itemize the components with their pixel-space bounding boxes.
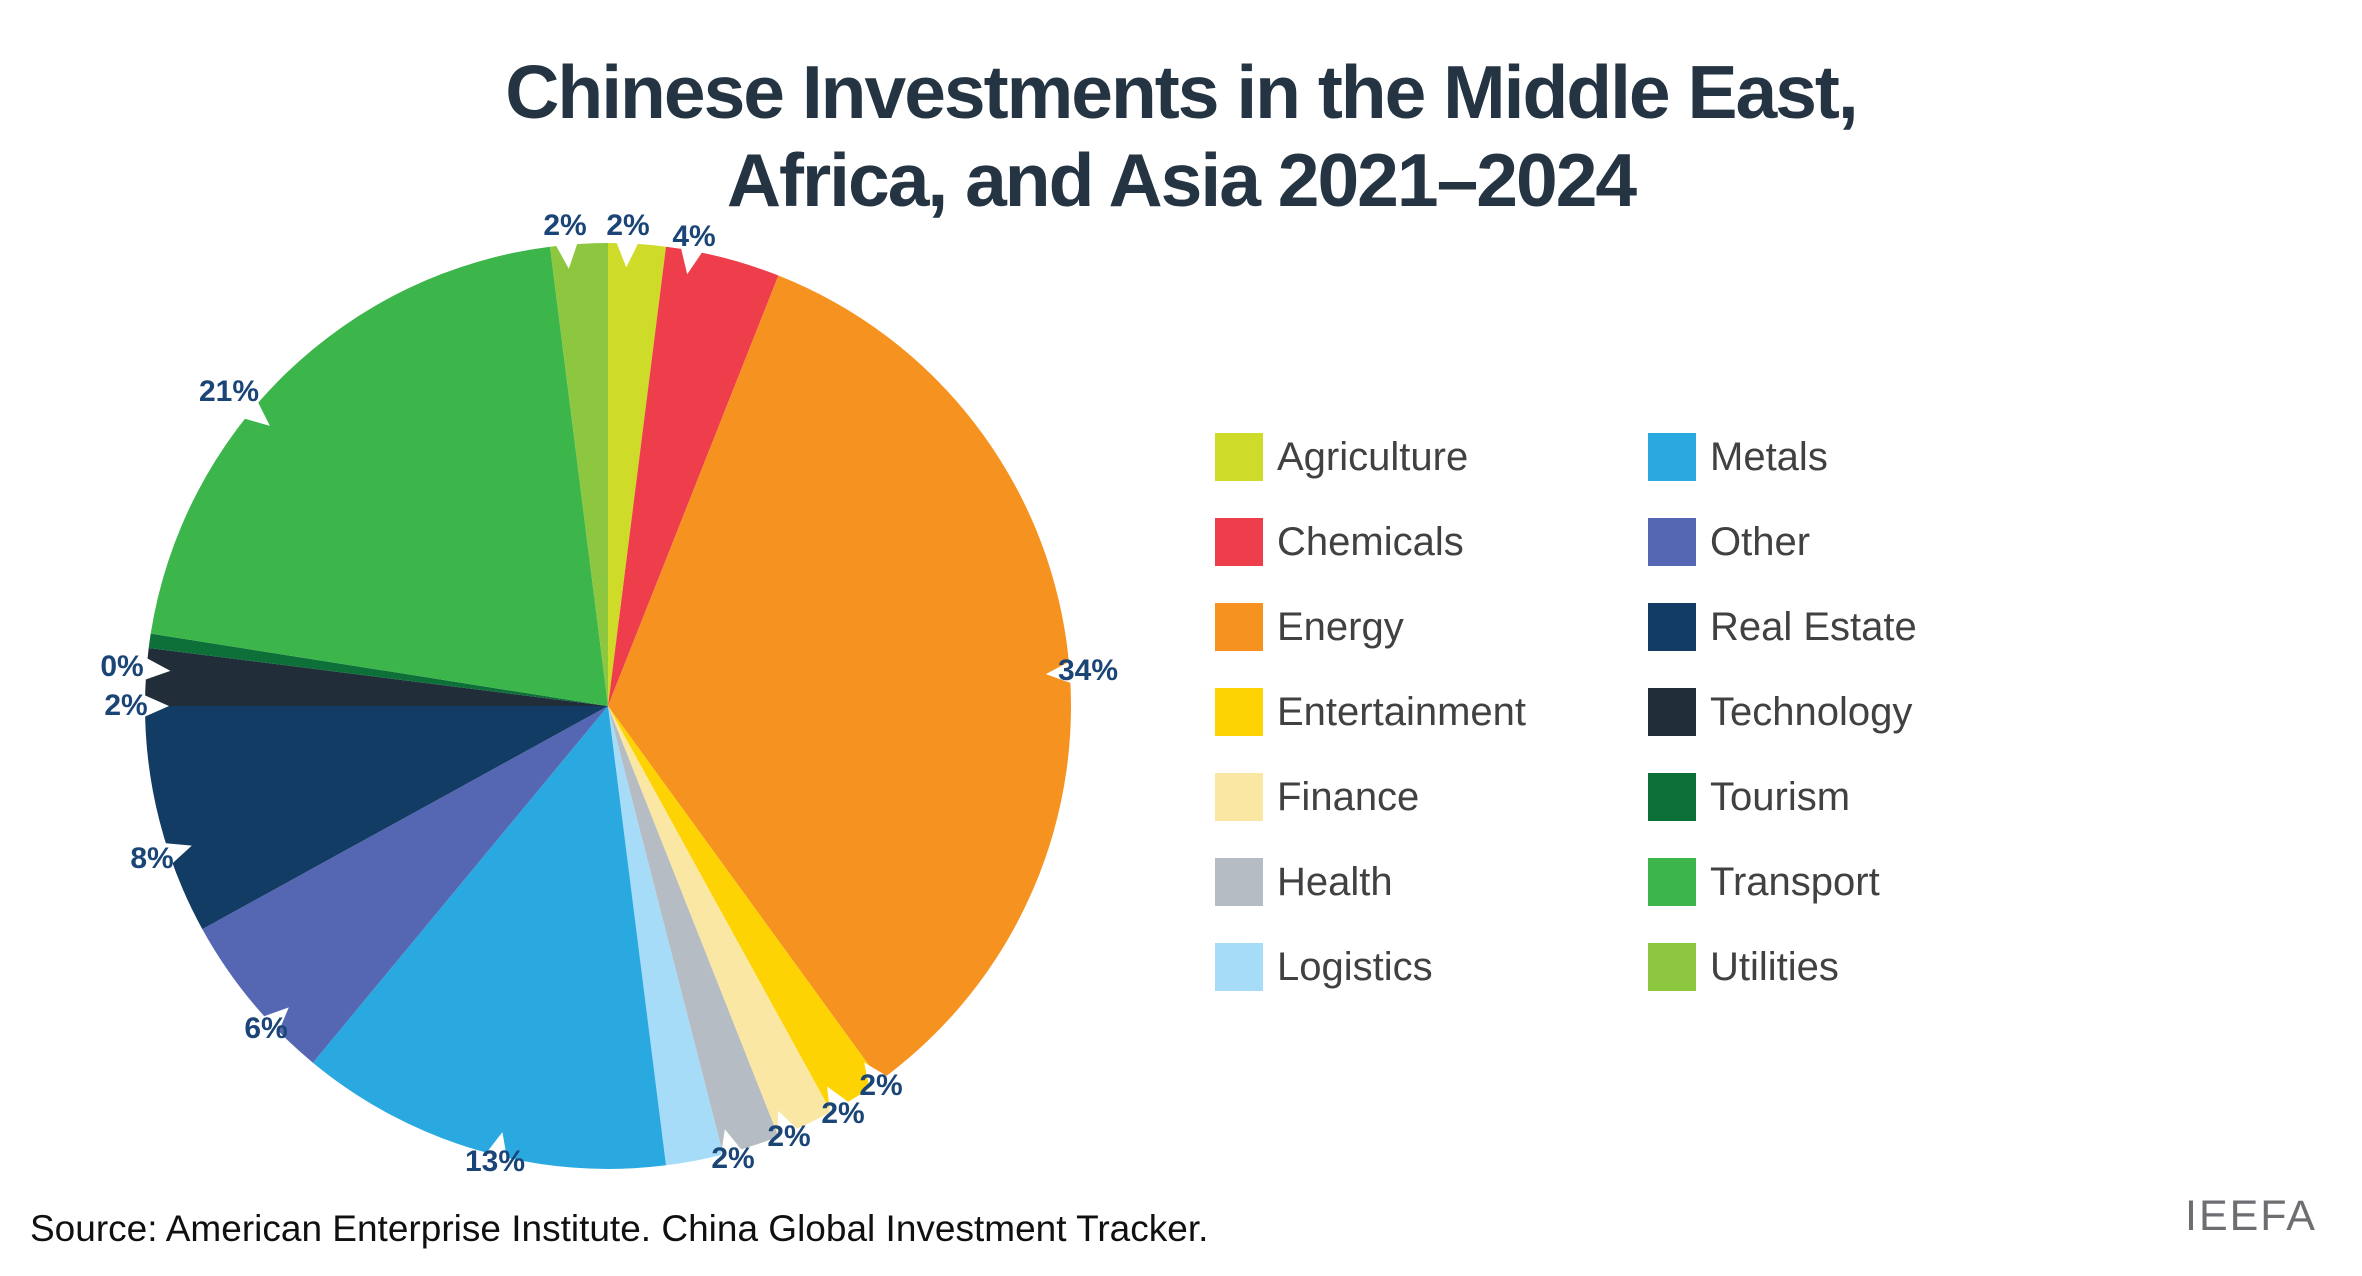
legend-swatch-tourism bbox=[1648, 773, 1696, 821]
legend-label-tourism: Tourism bbox=[1710, 774, 1851, 819]
legend-swatch-agriculture bbox=[1215, 433, 1263, 481]
legend-item-technology: Technology bbox=[1648, 688, 1917, 736]
label-notch-energy bbox=[1045, 656, 1081, 687]
label-notch-real-estate bbox=[154, 842, 192, 871]
pie-slice-utilities bbox=[550, 243, 608, 706]
slice-label-logistics: 2% bbox=[711, 1142, 755, 1175]
pie-slice-energy bbox=[608, 275, 1071, 1081]
legend-item-agriculture: Agriculture bbox=[1215, 433, 1526, 481]
legend-item-tourism: Tourism bbox=[1648, 773, 1917, 821]
legend-swatch-real-estate bbox=[1648, 603, 1696, 651]
label-notch-entertainment bbox=[864, 1062, 897, 1099]
slice-label-real-estate: 8% bbox=[130, 842, 174, 875]
label-notch-logistics bbox=[719, 1129, 749, 1166]
label-notch-agriculture bbox=[612, 232, 643, 268]
legend-label-transport: Transport bbox=[1710, 859, 1880, 904]
legend-item-utilities: Utilities bbox=[1648, 943, 1917, 991]
legend-column-right: Metals Other Real Estate Technology Tourism T… bbox=[1648, 433, 1917, 1028]
slice-label-finance: 2% bbox=[821, 1097, 865, 1130]
slice-label-technology: 2% bbox=[104, 689, 148, 722]
chart-title: Chinese Investments in the Middle East, … bbox=[0, 48, 2362, 224]
legend-item-finance: Finance bbox=[1215, 773, 1526, 821]
label-notch-technology bbox=[135, 691, 169, 721]
slice-label-entertainment: 2% bbox=[859, 1069, 903, 1102]
legend-label-entertainment: Entertainment bbox=[1277, 689, 1527, 734]
pie-slice-chemicals bbox=[608, 246, 779, 706]
slice-label-energy: 34% bbox=[1057, 654, 1119, 687]
legend-item-health: Health bbox=[1215, 858, 1526, 906]
legend-swatch-other bbox=[1648, 518, 1696, 566]
legend-item-chemicals: Chemicals bbox=[1215, 518, 1526, 566]
pie-slice-real-estate bbox=[145, 706, 608, 930]
pie-slice-tourism bbox=[148, 633, 608, 706]
slice-label-tourism: 0% bbox=[100, 650, 144, 683]
label-notch-finance bbox=[827, 1086, 858, 1124]
legend-label-logistics: Logistics bbox=[1277, 944, 1433, 989]
legend-item-energy: Energy bbox=[1215, 603, 1526, 651]
slice-label-transport: 21% bbox=[198, 375, 260, 408]
legend-label-chemicals: Chemicals bbox=[1277, 519, 1464, 564]
legend-label-real-estate: Real Estate bbox=[1710, 604, 1917, 649]
legend-item-transport: Transport bbox=[1648, 858, 1917, 906]
legend-swatch-health bbox=[1215, 858, 1263, 906]
legend-swatch-utilities bbox=[1648, 943, 1696, 991]
chart-title-line2: Africa, and Asia 2021–2024 bbox=[726, 138, 1637, 222]
label-notch-other bbox=[253, 1007, 289, 1042]
slice-label-health: 2% bbox=[767, 1120, 811, 1153]
legend-swatch-energy bbox=[1215, 603, 1263, 651]
slice-label-utilities: 2% bbox=[543, 209, 587, 242]
pie-slice-entertainment bbox=[608, 706, 881, 1112]
legend-label-technology: Technology bbox=[1710, 689, 1913, 734]
slice-label-other: 6% bbox=[244, 1012, 288, 1045]
legend-swatch-entertainment bbox=[1215, 688, 1263, 736]
pie-slice-agriculture bbox=[608, 243, 666, 706]
legend-item-other: Other bbox=[1648, 518, 1917, 566]
slice-label-chemicals: 4% bbox=[672, 220, 716, 253]
slice-label-agriculture: 2% bbox=[606, 209, 650, 242]
label-notch-transport bbox=[234, 392, 270, 426]
legend-label-utilities: Utilities bbox=[1710, 944, 1839, 989]
legend-swatch-chemicals bbox=[1215, 518, 1263, 566]
legend-swatch-logistics bbox=[1215, 943, 1263, 991]
pie-slice-other bbox=[202, 706, 609, 1063]
pie-slice-finance bbox=[608, 706, 832, 1137]
legend-item-real-estate: Real Estate bbox=[1648, 603, 1917, 651]
pie-slice-health bbox=[608, 706, 779, 1155]
legend-label-other: Other bbox=[1710, 519, 1811, 564]
label-notch-metals bbox=[479, 1132, 509, 1169]
legend-label-health: Health bbox=[1277, 859, 1393, 904]
label-notch-health bbox=[777, 1110, 805, 1148]
label-notch-chemicals bbox=[678, 238, 709, 275]
pie-slice-technology bbox=[145, 648, 608, 706]
chart-title-line1: Chinese Investments in the Middle East, bbox=[505, 50, 1859, 134]
ieefa-logo: IEEFA bbox=[2185, 1192, 2317, 1240]
legend-swatch-finance bbox=[1215, 773, 1263, 821]
label-notch-utilities bbox=[550, 233, 581, 269]
legend-swatch-metals bbox=[1648, 433, 1696, 481]
legend-label-agriculture: Agriculture bbox=[1277, 434, 1469, 479]
legend-item-logistics: Logistics bbox=[1215, 943, 1526, 991]
source-attribution: Source: American Enterprise Institute. C… bbox=[30, 1208, 1209, 1249]
legend-label-finance: Finance bbox=[1277, 774, 1420, 819]
legend-label-energy: Energy bbox=[1277, 604, 1404, 649]
pie-slice-logistics bbox=[608, 706, 724, 1166]
legend-label-metals: Metals bbox=[1710, 434, 1828, 479]
legend-item-entertainment: Entertainment bbox=[1215, 688, 1526, 736]
slice-label-metals: 13% bbox=[464, 1145, 526, 1178]
legend-swatch-technology bbox=[1648, 688, 1696, 736]
legend-item-metals: Metals bbox=[1648, 433, 1917, 481]
pie-slice-metals bbox=[312, 706, 666, 1169]
legend-column-left: Agriculture Chemicals Energy Entertainment F… bbox=[1215, 433, 1526, 1028]
legend-swatch-transport bbox=[1648, 858, 1696, 906]
pie-slice-transport bbox=[150, 246, 608, 706]
label-notch-tourism bbox=[135, 653, 171, 684]
